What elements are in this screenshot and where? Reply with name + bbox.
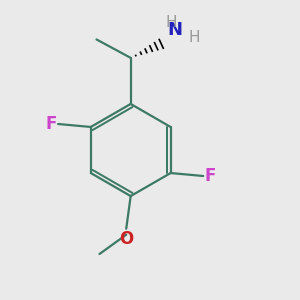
Text: H: H: [189, 30, 200, 45]
Text: F: F: [205, 167, 216, 185]
Text: H: H: [165, 15, 177, 30]
Text: N: N: [168, 20, 183, 38]
Text: O: O: [119, 230, 133, 248]
Text: F: F: [45, 115, 57, 133]
